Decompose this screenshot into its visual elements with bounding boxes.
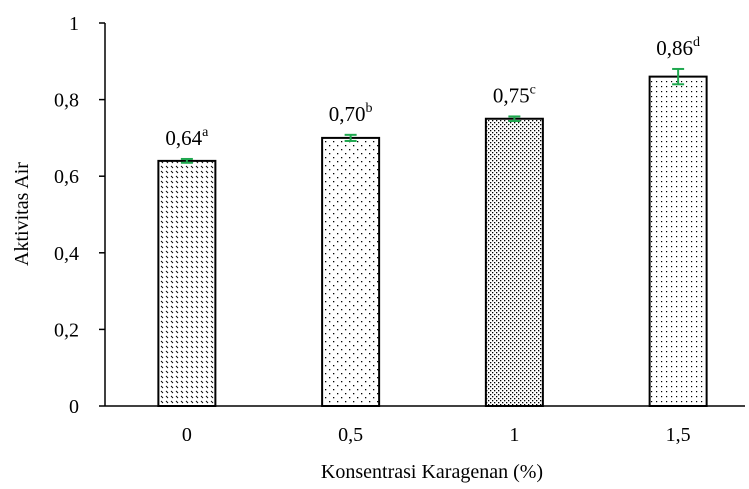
y-tick-label: 0 xyxy=(69,396,79,418)
x-tick-label: 0 xyxy=(182,424,192,446)
y-axis-title: Aktivitas Air xyxy=(11,162,33,266)
bar-0,5 xyxy=(321,136,381,407)
bar-1 xyxy=(484,117,544,407)
x-axis-title: Konsentrasi Karagenan (%) xyxy=(321,461,543,483)
y-tick-label: 0,2 xyxy=(54,319,79,341)
y-tick-label: 1 xyxy=(69,13,79,35)
error-bar xyxy=(344,133,357,142)
data-label: 0,64a xyxy=(165,125,209,150)
x-tick-label: 1,5 xyxy=(666,424,691,446)
error-bar xyxy=(672,67,685,86)
error-bar xyxy=(180,157,193,164)
y-axis-ticks: 0 0,2 0,4 0,6 0,8 1 xyxy=(54,13,105,418)
data-label: 0,75c xyxy=(493,82,536,107)
bar-1,5 xyxy=(648,75,708,408)
data-label: 0,70b xyxy=(329,101,373,126)
bars: 0,64a 0,70b 0,75c 0,86d xyxy=(157,35,708,408)
data-label: 0,86d xyxy=(656,35,700,60)
x-axis-ticks: 0 0,5 1 1,5 xyxy=(182,424,691,446)
y-tick-label: 0,8 xyxy=(54,90,79,112)
error-bar xyxy=(508,115,521,123)
y-tick-label: 0,6 xyxy=(54,166,79,188)
x-tick-label: 0,5 xyxy=(338,424,363,446)
x-tick-label: 1 xyxy=(509,424,519,446)
y-tick-label: 0,4 xyxy=(54,243,79,265)
bar-0 xyxy=(157,159,217,407)
